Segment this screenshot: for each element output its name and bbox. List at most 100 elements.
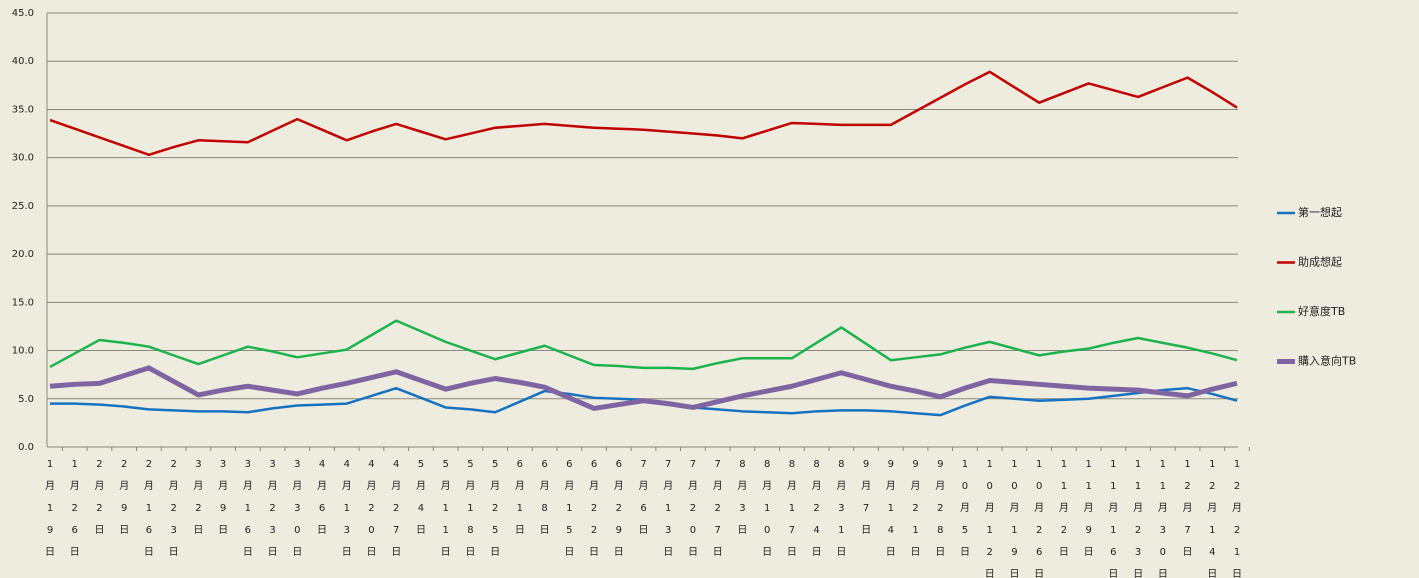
x-tick-char: 日 [70,547,80,558]
x-tick-char: 1 [665,503,671,514]
x-tick-char: 月 [292,480,302,492]
x-tick-label: 4 月 2 7 日 [391,459,401,558]
x-tick-char: 日 [391,547,401,558]
x-tick-char: 3 [1160,525,1166,536]
x-tick-char: 日 [1084,547,1094,558]
x-tick-char: 1 [1011,459,1017,470]
x-tick-char: 月 [391,480,401,492]
x-tick-char: 月 [1183,502,1193,514]
x-tick-char: 8 [541,503,547,514]
x-tick-char: 日 [540,525,550,536]
x-tick-char: 日 [886,547,896,558]
x-tick-char: 3 [294,503,300,514]
x-tick-char: 日 [169,547,179,558]
x-tick-char: 月 [366,480,376,492]
x-tick-char: 日 [762,547,772,558]
x-tick-char: 9 [121,503,127,514]
x-tick-char: 4 [368,459,374,470]
x-tick-char: 3 [294,459,300,470]
x-tick-char: 2 [616,503,622,514]
x-tick-label: 2 月 2 日 [94,459,104,536]
x-tick-char: 9 [912,459,918,470]
x-tick-char: 4 [344,459,350,470]
x-tick-char: 1 [1110,459,1116,470]
x-tick-char: 2 [195,503,201,514]
x-tick-char: 9 [888,459,894,470]
x-tick-char: 月 [713,480,723,492]
x-tick-char: 1 [442,525,448,536]
x-tick-char: 月 [94,480,104,492]
x-tick-char: 7 [789,525,795,536]
x-tick-char: 3 [195,459,201,470]
series-line [49,319,1238,371]
x-tick-label: 9 月 2 8 日 [935,459,945,558]
x-tick-char: 月 [688,480,698,492]
x-tick-char: 5 [492,525,498,536]
x-tick-char: 日 [243,547,253,558]
x-tick-label: 4 月 6 日 [317,459,327,536]
x-tick-char: 6 [1110,547,1116,558]
x-tick-char: 月 [540,480,550,492]
x-tick-char: 2 [937,503,943,514]
x-tick-char: 日 [193,525,203,536]
x-tick-label: 7 月 6 日 [639,459,649,536]
x-tick-char: 1 [1209,459,1215,470]
x-tick-char: 1 [1234,547,1240,558]
x-tick-char: 1 [912,525,918,536]
x-tick-char: 6 [517,459,523,470]
x-tick-char: 8 [813,459,819,470]
x-tick-char: 1 [789,503,795,514]
x-tick-label: 1 0 月 1 9 日 [1009,459,1019,578]
x-tick-char: 3 [170,525,176,536]
x-tick-label: 8 月 3 日 [737,459,747,536]
x-tick-char: 3 [245,459,251,470]
x-tick-char: 7 [863,503,869,514]
x-tick-char: 2 [912,503,918,514]
x-tick-char: 2 [1234,481,1240,492]
x-tick-char: 1 [764,503,770,514]
x-tick-label: 1 1 月 9 日 [1084,459,1094,558]
x-tick-char: 日 [1009,569,1019,578]
x-tick-char: 3 [739,503,745,514]
x-tick-char: 月 [45,480,55,492]
x-tick-char: 1 [1061,481,1067,492]
x-tick-char: 0 [764,525,770,536]
x-tick-char: 月 [589,480,599,492]
x-tick-char: 6 [1036,547,1042,558]
x-tick-label: 5 月 1 1 日 [441,459,451,558]
x-tick-char: 日 [441,547,451,558]
x-tick-label: 8 月 2 4 日 [812,459,822,558]
x-tick-char: 2 [393,503,399,514]
x-tick-char: 日 [366,547,376,558]
x-tick-char: 6 [566,459,572,470]
x-tick-label: 8 月 1 7 日 [787,459,797,558]
x-tick-char: 6 [146,525,152,536]
x-tick-char: 日 [614,547,624,558]
x-tick-char: 1 [1011,525,1017,536]
x-tick-char: 2 [1061,525,1067,536]
x-tick-char: 6 [640,503,646,514]
y-tick-label: 35.0 [12,104,34,115]
x-tick-char: 月 [1034,502,1044,514]
x-tick-char: 2 [96,503,102,514]
x-tick-char: 3 [269,459,275,470]
x-tick-char: 日 [490,547,500,558]
x-tick-label: 1 2 月 2 1 日 [1232,459,1242,578]
x-tick-char: 0 [368,525,374,536]
x-tick-char: 1 [442,503,448,514]
x-tick-label: 9 月 2 1 日 [911,459,921,558]
x-tick-label: 9 月 1 4 日 [886,459,896,558]
x-tick-char: 7 [640,459,646,470]
x-tick-char: 8 [838,459,844,470]
y-tick-label: 20.0 [12,249,34,260]
x-tick-char: 4 [393,459,399,470]
x-tick-char: 0 [690,525,696,536]
x-tick-char: 5 [442,459,448,470]
x-tick-char: 4 [319,459,325,470]
x-tick-char: 1 [962,459,968,470]
x-tick-label: 3 月 2 3 日 [268,459,278,558]
x-tick-char: 日 [292,547,302,558]
x-tick-char: 日 [218,525,228,536]
x-tick-char: 月 [737,480,747,492]
x-tick-label: 7 月 2 7 日 [713,459,723,558]
